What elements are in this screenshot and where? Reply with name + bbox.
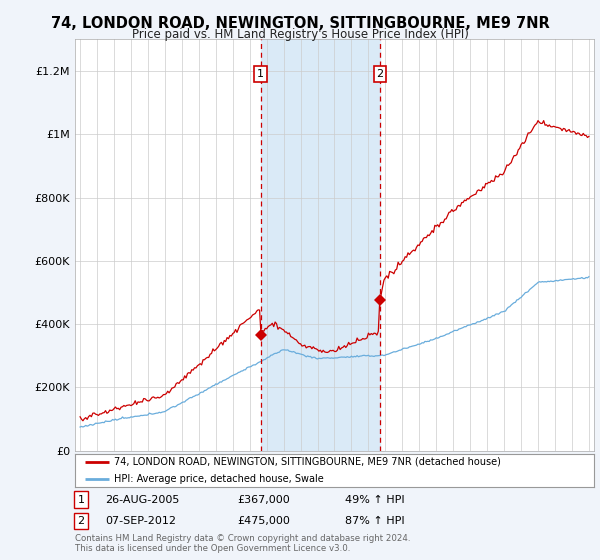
Text: HPI: Average price, detached house, Swale: HPI: Average price, detached house, Swal… bbox=[114, 474, 323, 484]
Text: 74, LONDON ROAD, NEWINGTON, SITTINGBOURNE, ME9 7NR (detached house): 74, LONDON ROAD, NEWINGTON, SITTINGBOURN… bbox=[114, 457, 501, 467]
Text: £475,000: £475,000 bbox=[237, 516, 290, 526]
Bar bbox=[261, 39, 380, 451]
Text: £367,000: £367,000 bbox=[237, 494, 290, 505]
Text: 49% ↑ HPI: 49% ↑ HPI bbox=[345, 494, 404, 505]
Text: 87% ↑ HPI: 87% ↑ HPI bbox=[345, 516, 404, 526]
Text: 2: 2 bbox=[77, 516, 85, 526]
Text: 26-AUG-2005: 26-AUG-2005 bbox=[105, 494, 179, 505]
Text: 2: 2 bbox=[376, 69, 383, 79]
Text: 1: 1 bbox=[77, 494, 85, 505]
Text: 74, LONDON ROAD, NEWINGTON, SITTINGBOURNE, ME9 7NR: 74, LONDON ROAD, NEWINGTON, SITTINGBOURN… bbox=[50, 16, 550, 31]
Text: This data is licensed under the Open Government Licence v3.0.: This data is licensed under the Open Gov… bbox=[75, 544, 350, 553]
Text: 07-SEP-2012: 07-SEP-2012 bbox=[105, 516, 176, 526]
Text: Price paid vs. HM Land Registry's House Price Index (HPI): Price paid vs. HM Land Registry's House … bbox=[131, 28, 469, 41]
Text: Contains HM Land Registry data © Crown copyright and database right 2024.: Contains HM Land Registry data © Crown c… bbox=[75, 534, 410, 543]
Text: 1: 1 bbox=[257, 69, 264, 79]
